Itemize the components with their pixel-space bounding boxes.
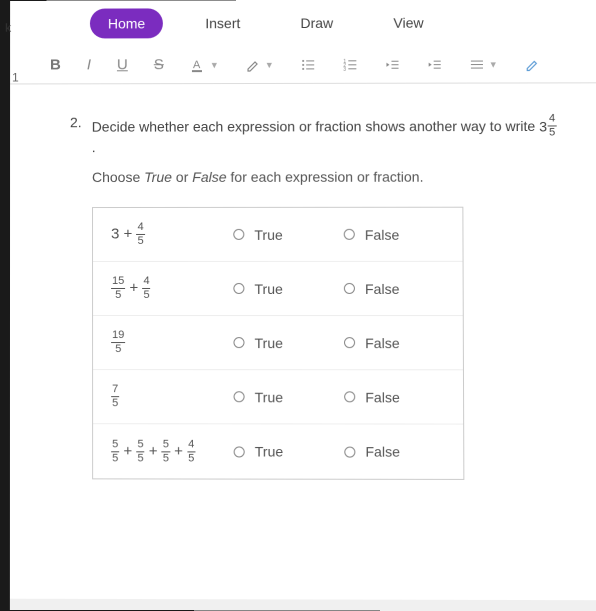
strikethrough-button[interactable]: S xyxy=(154,56,164,73)
italic-button[interactable]: I xyxy=(87,56,91,73)
false-option[interactable]: False xyxy=(344,226,455,242)
left-edge-label: k xyxy=(5,21,11,35)
true-option[interactable]: True xyxy=(233,280,344,296)
true-option[interactable]: True xyxy=(234,443,345,459)
line-spacing-button[interactable]: ▼ xyxy=(469,56,498,72)
radio-icon xyxy=(233,229,244,240)
document-area: 2. Decide whether each expression or fra… xyxy=(10,83,596,600)
bullet-list-icon xyxy=(300,56,316,72)
question-header: 2. Decide whether each expression or fra… xyxy=(70,113,558,155)
false-option[interactable]: False xyxy=(344,444,455,460)
chevron-down-icon: ▼ xyxy=(210,60,219,70)
radio-icon xyxy=(344,283,355,294)
chevron-down-icon: ▼ xyxy=(265,59,274,69)
expression-cell: 3 + 45 xyxy=(93,222,233,247)
indent-icon xyxy=(426,56,442,72)
svg-text:A: A xyxy=(193,59,201,71)
edit-icon xyxy=(524,56,540,72)
left-line-number: 1 xyxy=(12,70,19,84)
table-row: 155 + 45 True False xyxy=(93,262,463,316)
false-option[interactable]: False xyxy=(344,389,455,405)
expression-cell: 55 + 55 + 55 + 45 xyxy=(93,439,234,464)
bold-button[interactable]: B xyxy=(50,56,61,73)
tab-view[interactable]: View xyxy=(375,8,441,38)
exercise-table: 3 + 45 True False 155 + 45 True False 19… xyxy=(92,207,464,480)
radio-icon xyxy=(344,446,355,457)
highlight-icon xyxy=(245,57,261,73)
radio-icon xyxy=(233,283,244,294)
radio-icon xyxy=(234,446,245,457)
false-option[interactable]: False xyxy=(344,280,455,296)
indent-button[interactable] xyxy=(426,56,442,72)
more-button[interactable] xyxy=(524,56,540,72)
true-option[interactable]: True xyxy=(233,335,344,351)
font-color-button[interactable]: A ▼ xyxy=(190,57,219,73)
table-row: 3 + 45 True False xyxy=(93,208,463,262)
formatting-toolbar: B I U S A ▼ ▼ 123 ▼ xyxy=(10,45,596,84)
chevron-down-icon: ▼ xyxy=(489,59,498,69)
tab-bar: Home Insert Draw View xyxy=(10,0,596,47)
expression-cell: 195 xyxy=(93,330,233,355)
underline-button[interactable]: U xyxy=(117,56,128,73)
radio-icon xyxy=(344,391,355,402)
radio-icon xyxy=(344,337,355,348)
bullet-list-button[interactable] xyxy=(300,56,316,72)
true-option[interactable]: True xyxy=(233,226,343,242)
numbered-list-icon: 123 xyxy=(342,56,358,72)
instruction-text: Choose True or False for each expression… xyxy=(92,169,558,186)
svg-text:3: 3 xyxy=(343,66,346,72)
outdent-icon xyxy=(384,56,400,72)
tab-insert[interactable]: Insert xyxy=(187,8,258,38)
table-row: 195 True False xyxy=(93,316,463,370)
line-spacing-icon xyxy=(469,56,485,72)
table-row: 75 True False xyxy=(93,370,463,425)
question-text: Decide whether each expression or fracti… xyxy=(92,113,558,155)
font-color-icon: A xyxy=(190,57,206,73)
expression-cell: 155 + 45 xyxy=(93,276,233,301)
tab-home[interactable]: Home xyxy=(90,8,163,38)
outdent-button[interactable] xyxy=(384,56,400,72)
table-row: 55 + 55 + 55 + 45 True False xyxy=(93,424,463,479)
highlight-button[interactable]: ▼ xyxy=(245,57,274,73)
numbered-list-button[interactable]: 123 xyxy=(342,56,358,72)
radio-icon xyxy=(233,337,244,348)
radio-icon xyxy=(344,229,355,240)
false-option[interactable]: False xyxy=(344,335,455,351)
true-option[interactable]: True xyxy=(234,389,345,405)
tab-draw[interactable]: Draw xyxy=(282,8,351,38)
radio-icon xyxy=(234,391,245,402)
question-number: 2. xyxy=(70,114,82,155)
expression-cell: 75 xyxy=(93,384,233,409)
